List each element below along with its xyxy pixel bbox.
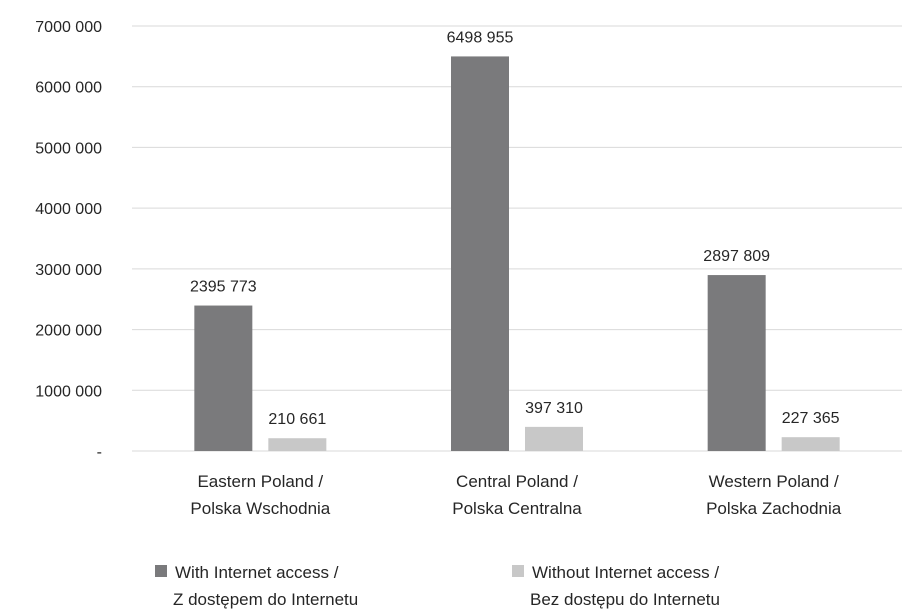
bar [451,56,509,451]
data-label: 210 661 [268,411,326,428]
legend-swatch [512,565,524,577]
y-tick-label: - [97,444,102,461]
x-category-label: Polska Centralna [452,499,582,518]
x-category-label: Polska Zachodnia [706,499,842,518]
data-label: 227 365 [782,410,840,427]
data-labels: 2395 773 210 661 6498 955 397 310 2897 809 22… [190,29,840,428]
bar [525,426,583,451]
legend-label: With Internet access / [175,563,339,582]
bar [268,438,327,451]
bar [781,437,840,451]
data-label: 397 310 [525,400,583,417]
data-label: 6498 955 [447,29,514,46]
x-category-label: Central Poland / [456,472,578,491]
gridlines [132,25,902,452]
legend-label: Without Internet access / [532,563,719,582]
legend-swatch [155,565,167,577]
y-tick-label: 1000 000 [35,383,102,400]
data-label: 2395 773 [190,279,257,296]
bar [194,305,253,451]
x-category-label: Western Poland / [709,472,839,491]
x-category-label: Polska Wschodnia [190,499,330,518]
y-tick-label: 3000 000 [35,262,102,279]
legend-label: Bez dostępu do Internetu [530,590,720,609]
x-category-label: Eastern Poland / [197,472,323,491]
legend-label: Z dostępem do Internetu [173,590,358,609]
y-tick-label: 4000 000 [35,201,102,218]
x-axis-category-labels: Eastern Poland / Polska Wschodnia Central … [190,472,841,518]
bar [707,275,766,451]
y-axis-tick-labels: - 1000 000 2000 000 3000 000 4000 000 5000 00… [35,19,102,461]
data-label: 2897 809 [703,248,770,265]
y-tick-label: 2000 000 [35,323,102,340]
y-tick-label: 6000 000 [35,80,102,97]
bars [194,56,840,451]
legend: With Internet access / Z dostępem do Inte… [155,563,720,609]
y-tick-label: 7000 000 [35,19,102,36]
y-tick-label: 5000 000 [35,140,102,157]
